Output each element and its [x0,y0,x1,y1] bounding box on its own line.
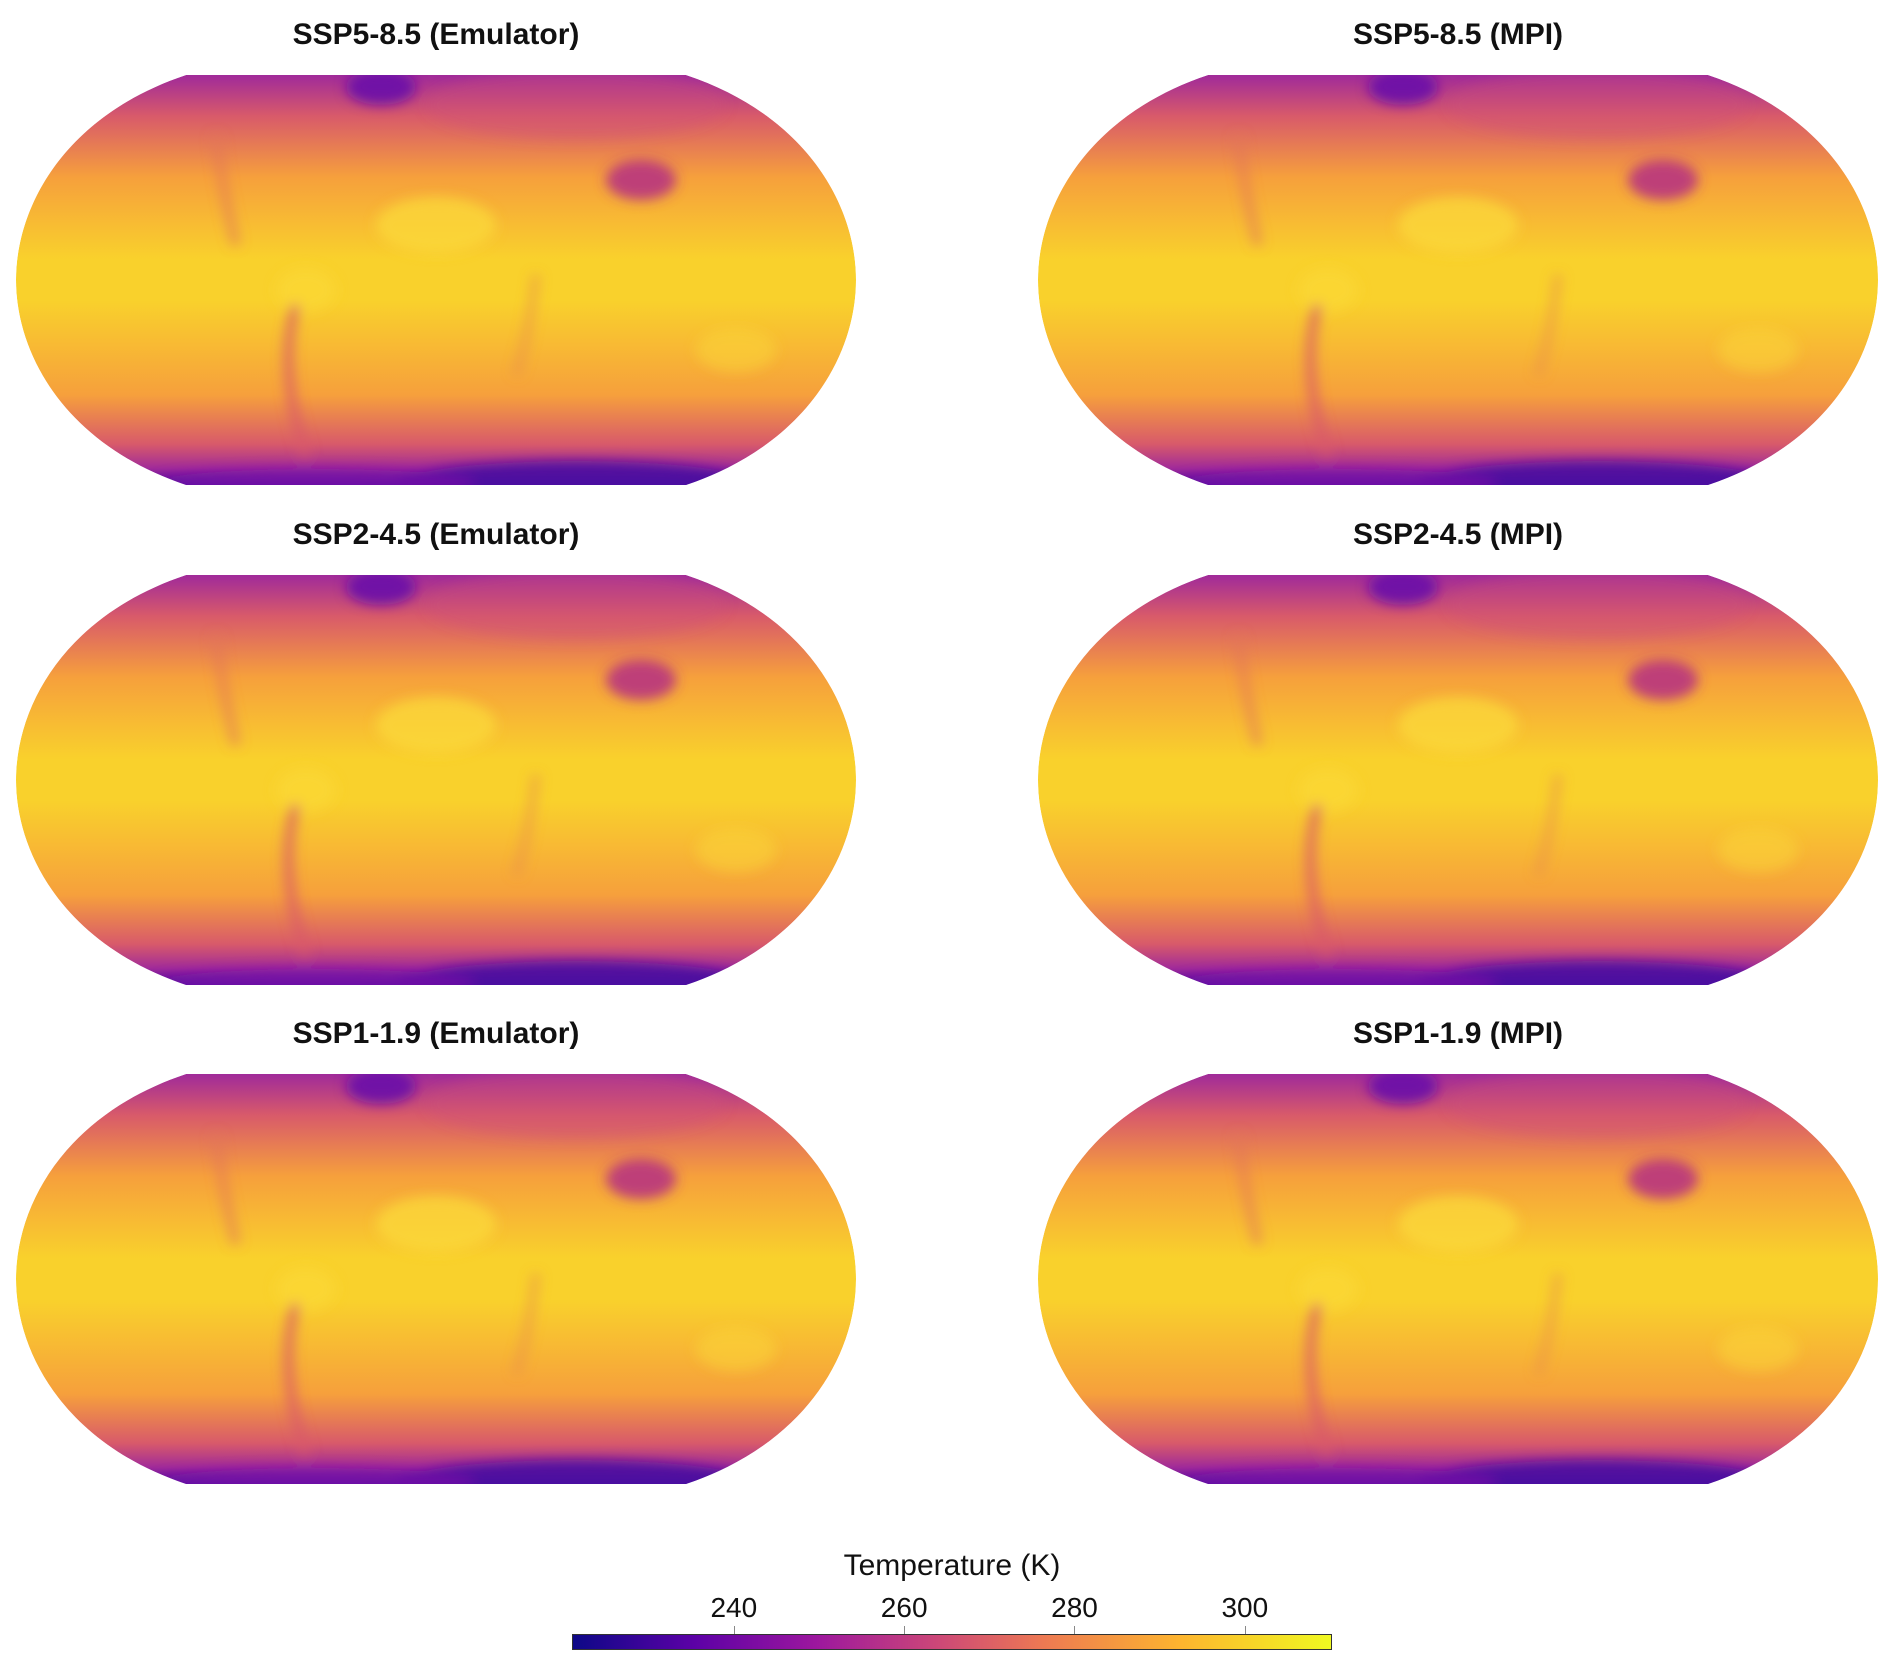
map-panel: SSP2-4.5 (MPI) [1038,515,1878,995]
colorbar-label: Temperature (K) [843,1549,1061,1582]
panel-title: SSP1-1.9 (MPI) [1352,1017,1564,1050]
panel-title: SSP5-8.5 (Emulator) [292,18,580,51]
map-panel: SSP1-1.9 (MPI) [1038,1014,1878,1494]
land-features [156,1074,776,1484]
temperature-map [16,1074,856,1484]
colorbar-tick-label: 280 [1051,1592,1098,1623]
map-body [16,75,856,485]
map-background [16,1074,856,1484]
colorbar: Temperature (K) 240 260 280 300 [572,1548,1332,1658]
colorbar-ticks: 240 260 280 300 [572,1592,1332,1628]
temperature-map [1038,1074,1878,1484]
map-panel: SSP5-8.5 (MPI) [1038,15,1878,495]
colorbar-tick-mark [733,1626,735,1634]
colorbar-tick-label: 240 [710,1592,758,1623]
map-body [1038,575,1878,985]
colorbar-tick-label: 300 [1221,1592,1269,1623]
land-features [156,75,776,485]
map-body [1038,75,1878,485]
colorbar-tick-label: 260 [880,1592,928,1623]
map-background [1038,75,1878,485]
map-body [1038,1074,1878,1484]
panel-title: SSP5-8.5 (MPI) [1352,18,1564,51]
temperature-map [1038,75,1878,485]
map-background [1038,1074,1878,1484]
colorbar-tick-mark [904,1626,906,1634]
map-body [16,1074,856,1484]
temperature-map [16,75,856,485]
land-features [1178,75,1798,485]
colorbar-tick-mark [1244,1626,1246,1634]
colorbar-gradient [572,1634,1332,1650]
map-panel: SSP1-1.9 (Emulator) [16,1014,856,1494]
map-body [16,575,856,985]
map-panel: SSP2-4.5 (Emulator) [16,515,856,995]
map-background [16,75,856,485]
panel-title: SSP2-4.5 (Emulator) [292,518,580,551]
map-background [1038,575,1878,985]
panel-title: SSP2-4.5 (MPI) [1352,518,1564,551]
map-background [16,575,856,985]
land-features [156,575,776,985]
colorbar-tick-mark [1074,1626,1076,1634]
temperature-map [16,575,856,985]
land-features [1178,575,1798,985]
land-features [1178,1074,1798,1484]
temperature-map [1038,575,1878,985]
map-panel: SSP5-8.5 (Emulator) [16,15,856,495]
panel-title: SSP1-1.9 (Emulator) [292,1017,580,1050]
